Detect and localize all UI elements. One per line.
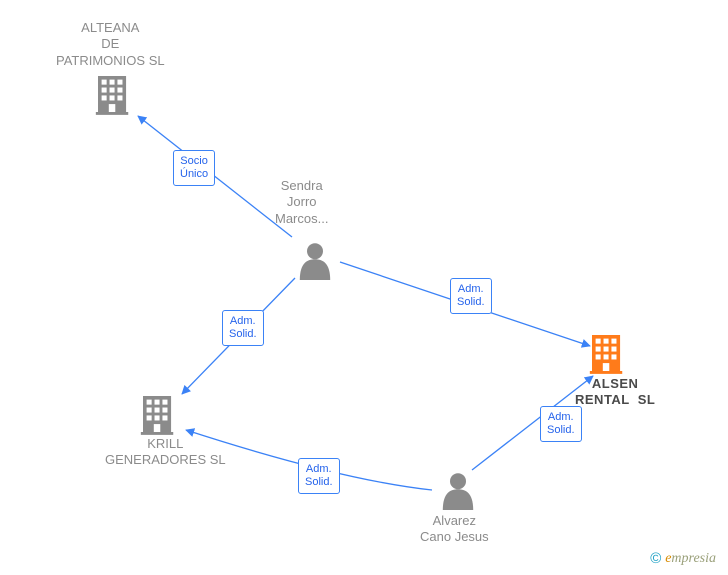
person-icon-sendra[interactable] bbox=[300, 243, 330, 280]
person-icon-alvarez[interactable] bbox=[443, 473, 473, 510]
building-icon-krill[interactable] bbox=[141, 396, 173, 435]
edge-alvarez-krill bbox=[186, 430, 432, 490]
edge-sendra-krill bbox=[182, 278, 295, 394]
edge-alvarez-alsen bbox=[472, 376, 593, 470]
building-icon-alteana[interactable] bbox=[96, 76, 128, 115]
copyright-icon: © bbox=[650, 550, 661, 567]
building-icon-alsen[interactable] bbox=[590, 335, 622, 374]
edge-sendra-alsen bbox=[340, 262, 590, 346]
diagram-canvas bbox=[0, 0, 728, 575]
brand-rest: mpresia bbox=[671, 551, 716, 566]
edge-sendra-alteana bbox=[138, 116, 292, 237]
footer-attribution: © empresia bbox=[650, 549, 716, 567]
